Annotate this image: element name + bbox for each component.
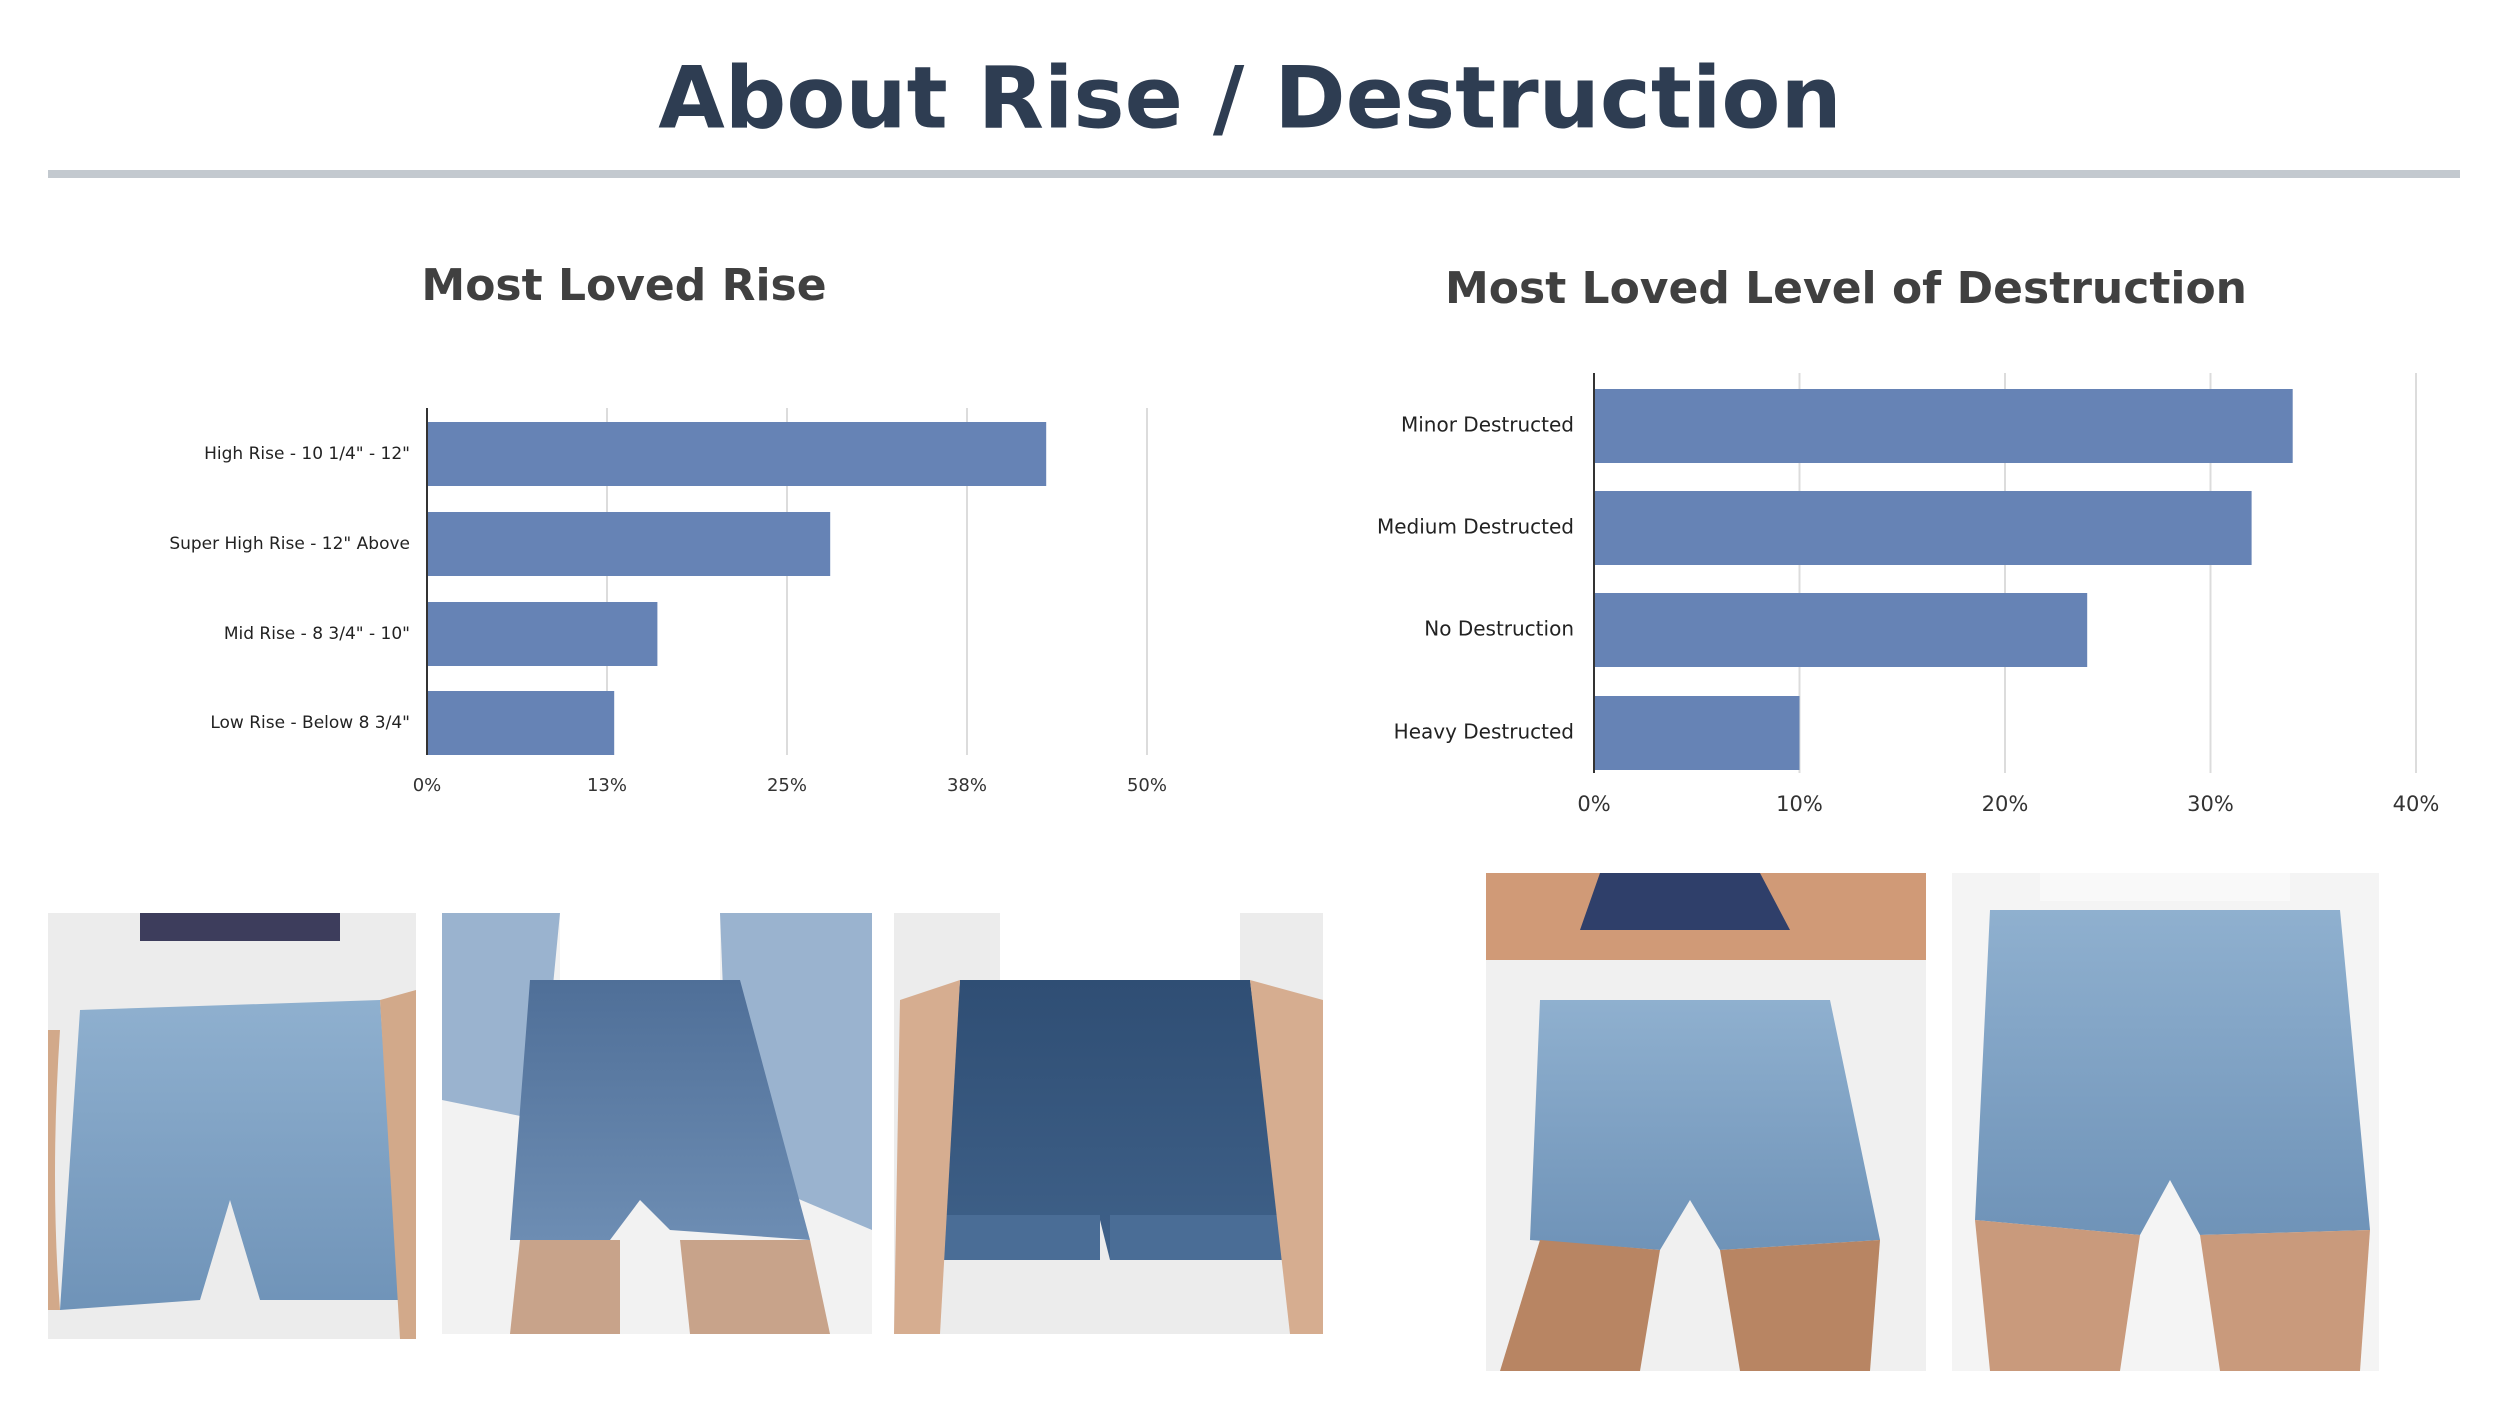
photos xyxy=(48,873,2379,1371)
bar xyxy=(427,512,831,576)
y-tick-label: Super High Rise - 12" Above xyxy=(169,534,410,554)
x-tick-label: 0% xyxy=(413,775,442,796)
y-tick-label: Minor Destructed xyxy=(1401,413,1574,437)
x-tick-label: 20% xyxy=(1982,792,2029,816)
x-tick-label: 50% xyxy=(1127,775,1167,796)
x-tick-label: 0% xyxy=(1577,792,1610,816)
bar xyxy=(427,422,1047,486)
y-tick-label: Low Rise - Below 8 3/4" xyxy=(210,713,410,733)
x-tick-label: 40% xyxy=(2393,792,2440,816)
y-tick-label: No Destruction xyxy=(1424,617,1574,641)
x-tick-label: 25% xyxy=(767,775,807,796)
bar xyxy=(1594,389,2293,463)
bar xyxy=(1594,593,2088,667)
bar xyxy=(427,602,658,666)
chart: Most Loved Rise 0% 13% 25% 38% 50% High Rise -… xyxy=(169,260,1167,796)
x-tick-label: 30% xyxy=(2187,792,2234,816)
photo xyxy=(48,913,416,1339)
bar xyxy=(1594,491,2252,565)
x-tick-label: 38% xyxy=(947,775,987,796)
photo xyxy=(1952,873,2379,1371)
page-title: About Rise / Destruction xyxy=(658,48,1842,148)
title-rule xyxy=(48,170,2460,178)
bar xyxy=(427,691,615,755)
chart: Most Loved Level of Destruction 0% 10% 20% 3… xyxy=(1377,263,2439,816)
photo xyxy=(894,913,1323,1334)
x-tick-label: 13% xyxy=(587,775,627,796)
bar xyxy=(1594,696,1800,770)
y-tick-label: Heavy Destructed xyxy=(1394,720,1574,744)
chart-title: Most Loved Rise xyxy=(421,260,826,311)
y-tick-label: Medium Destructed xyxy=(1377,515,1574,539)
chart-title: Most Loved Level of Destruction xyxy=(1445,263,2247,314)
photo xyxy=(1486,873,1926,1371)
y-tick-label: High Rise - 10 1/4" - 12" xyxy=(204,444,410,464)
y-tick-label: Mid Rise - 8 3/4" - 10" xyxy=(224,624,410,644)
photo xyxy=(442,913,872,1334)
x-tick-label: 10% xyxy=(1776,792,1823,816)
